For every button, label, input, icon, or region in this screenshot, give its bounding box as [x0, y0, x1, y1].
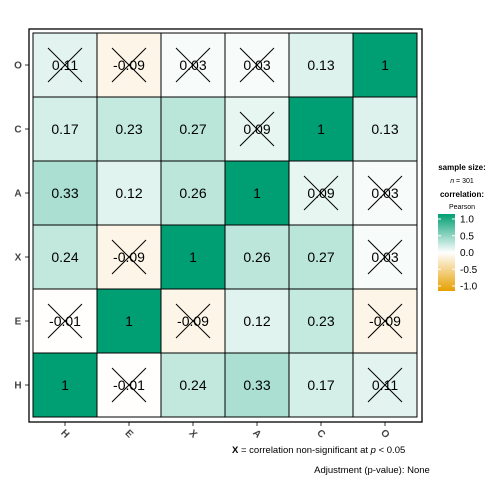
heatmap-cell	[288, 96, 354, 162]
y-tick-label: O	[14, 61, 22, 72]
cell-value-label: 0.17	[51, 121, 78, 137]
heatmap-cell	[32, 224, 98, 290]
nonsignificant-cross	[47, 303, 83, 339]
heatmap-cell	[288, 32, 354, 98]
nonsignificant-cross	[303, 175, 339, 211]
nonsignificant-cross	[367, 239, 403, 275]
nonsignificant-cross	[367, 303, 403, 339]
y-tick-label: H	[14, 381, 21, 392]
caption-adjustment: Adjustment (p-value): None	[314, 465, 430, 476]
legend-sample-size: n = 301	[450, 178, 474, 185]
cell-value-label: 0.23	[115, 121, 142, 137]
heatmap-cell	[352, 32, 418, 98]
caption-x-marker: X	[232, 445, 239, 456]
heatmap-cell	[288, 224, 354, 290]
cell-value-label: 1	[381, 57, 389, 73]
cell-value-label: 0.24	[51, 249, 78, 265]
y-tick-label: E	[15, 317, 22, 328]
nonsignificant-cross	[111, 367, 147, 403]
cell-value-label: 0.12	[243, 313, 270, 329]
heatmap-cell	[160, 160, 226, 226]
heatmap-cell	[288, 352, 354, 418]
nonsignificant-cross	[111, 47, 147, 83]
heatmap-cell	[224, 352, 290, 418]
legend-n-value: = 301	[454, 178, 474, 185]
cell-value-label: 0.27	[307, 249, 334, 265]
legend-tick-label: -1.0	[460, 282, 478, 293]
nonsignificant-cross	[175, 303, 211, 339]
cell-value-label: 1	[317, 121, 325, 137]
cell-value-label: 0.26	[179, 185, 206, 201]
cell-value-label: 0.24	[179, 377, 206, 393]
panel-border	[28, 28, 423, 423]
x-tick-label: X	[187, 428, 200, 441]
cell-value-label: 0.33	[243, 377, 270, 393]
x-tick-label: A	[250, 428, 263, 441]
nonsignificant-cross	[367, 367, 403, 403]
cell-value-label: 0.27	[179, 121, 206, 137]
legend-method: Pearson	[449, 204, 475, 211]
heatmap-cell	[224, 224, 290, 290]
x-tick-label: E	[123, 428, 136, 441]
heatmap-cells: 0.11-0.090.030.030.1310.170.230.270.0910…	[32, 32, 418, 418]
caption-nonsignificance: X = correlation non-significant at p < 0…	[232, 445, 504, 456]
y-tick-label: A	[14, 189, 21, 200]
legend-tick-label: 0.0	[460, 248, 474, 259]
cell-value-label: 0.17	[307, 377, 334, 393]
nonsignificant-cross	[367, 175, 403, 211]
cell-value-label: 0.23	[307, 313, 334, 329]
legend: sample size: n = 301 correlation: Pearson 1.…	[438, 163, 486, 293]
x-tick-label: O	[378, 428, 391, 441]
cell-value-label: 1	[253, 185, 261, 201]
x-tick-label: H	[58, 428, 71, 441]
legend-sample-size-title: sample size:	[438, 163, 486, 172]
nonsignificant-cross	[239, 111, 275, 147]
legend-correlation-title: correlation:	[440, 190, 484, 199]
nonsignificant-cross	[111, 239, 147, 275]
legend-n-symbol: n	[450, 178, 454, 185]
x-tick-label: C	[314, 428, 327, 441]
cell-value-label: 0.13	[307, 57, 334, 73]
caption-p-symbol: p	[370, 445, 376, 456]
heatmap-cell	[160, 96, 226, 162]
y-tick-label: X	[15, 253, 22, 264]
y-tick-label: C	[14, 125, 21, 136]
nonsignificant-cross	[239, 47, 275, 83]
caption-text: = correlation non-significant at	[240, 445, 368, 456]
cell-value-label: 0.33	[51, 185, 78, 201]
cell-value-label: 1	[61, 377, 69, 393]
heatmap-cell	[96, 160, 162, 226]
legend-colorbar	[438, 214, 455, 291]
nonsignificant-cross	[175, 47, 211, 83]
cell-value-label: 1	[189, 249, 197, 265]
cell-value-label: 0.13	[371, 121, 398, 137]
legend-tick-label: 1.0	[460, 215, 474, 226]
heatmap-cell	[96, 96, 162, 162]
nonsignificant-cross	[47, 47, 83, 83]
legend-tick-label: 0.5	[460, 231, 474, 242]
legend-tick-label: -0.5	[460, 265, 478, 276]
cell-value-label: 1	[125, 313, 133, 329]
cell-value-label: 0.26	[243, 249, 270, 265]
cell-value-label: 0.12	[115, 185, 142, 201]
caption-threshold: < 0.05	[378, 445, 406, 456]
